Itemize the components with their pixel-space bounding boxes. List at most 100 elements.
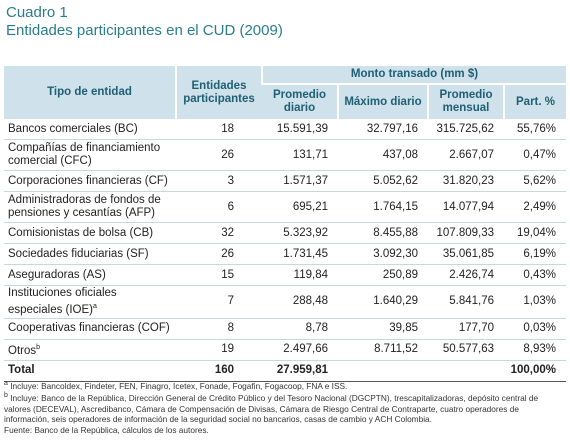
cell: 2.426,74 <box>428 264 504 286</box>
footnote-mark: a <box>93 303 97 310</box>
cell: 1.640,29 <box>338 285 428 319</box>
cell-text: 31.820,23 <box>442 174 494 187</box>
table-title: Entidades participantes en el CUD (2009) <box>6 22 283 39</box>
table-row: Instituciones oficiales especiales (IOE)… <box>4 285 566 319</box>
cell-text: 5.841,76 <box>449 295 494 308</box>
table-row: Aseguradoras (AS) 15 119,84 250,89 2.426,74 0… <box>4 264 566 286</box>
cell: 250,89 <box>338 264 428 286</box>
cell: 26 <box>176 243 262 265</box>
cell: Corporaciones financieras (CF) <box>4 170 176 192</box>
cell-text: 315.725,62 <box>436 122 494 135</box>
cell: 2.667,07 <box>428 139 504 171</box>
cell: 2.497,66 <box>262 339 338 361</box>
cell: 8.711,52 <box>338 339 428 361</box>
header: Tipo de entidad <box>4 66 176 119</box>
cell: 107.809,33 <box>428 222 504 244</box>
cell-text: Cooperativas financieras (COF) <box>8 322 170 335</box>
cell-text: 437,08 <box>382 148 418 161</box>
cell-text: 1.571,37 <box>283 174 328 187</box>
source: Fuente: Banco de la República, cálculos … <box>4 424 209 435</box>
cell-text: 3.092,30 <box>373 247 418 260</box>
cell: 15.591,39 <box>262 119 338 140</box>
cell <box>338 359 428 382</box>
cell: 5,62% <box>504 170 566 192</box>
footnote-mark: a <box>4 380 8 387</box>
cell: 0,03% <box>504 318 566 340</box>
cell: Administradoras de fondos de pensiones y… <box>4 191 176 223</box>
table-row: Otrosb 19 2.497,66 8.711,52 50.577,63 8,93% <box>4 339 566 361</box>
cell: 26 <box>176 139 262 171</box>
cell-text: 0,03% <box>523 322 556 335</box>
cell-text: 2.667,07 <box>449 148 494 161</box>
cell-text: 26 <box>221 148 234 161</box>
cell-text: 8,78 <box>305 322 328 335</box>
cell-text: 250,89 <box>382 268 418 281</box>
cell: Otrosb <box>4 339 176 361</box>
cell: 39,85 <box>338 318 428 340</box>
cell-text: 5.323,92 <box>283 226 328 239</box>
cell-text: Bancos comerciales (BC) <box>8 122 138 135</box>
cell-text: 2.426,74 <box>449 268 494 281</box>
cell-text: Instituciones oficiales especiales (IOE) <box>8 287 117 316</box>
cell: 100,00% <box>504 359 566 382</box>
cell-text: 1.764,15 <box>373 200 418 213</box>
cell: 19 <box>176 339 262 361</box>
cell-text: 39,85 <box>389 322 418 335</box>
cell-text: 5.052,62 <box>373 174 418 187</box>
cell: 5.052,62 <box>338 170 428 192</box>
cell-text: 5,62% <box>523 174 556 187</box>
table-row: Bancos comerciales (BC) 18 15.591,39 32.797… <box>4 119 566 140</box>
data-table: Tipo de entidad Entidades participantes … <box>4 66 566 382</box>
footnote: b Incluye: Banco de la República, Direcc… <box>4 391 566 424</box>
header-group: Monto transado (mm $) <box>261 66 566 85</box>
cell-text: 6 <box>227 200 234 213</box>
cell-text: 27.959,81 <box>276 364 328 377</box>
cell-text: Corporaciones financieras (CF) <box>8 174 168 187</box>
cell: 695,21 <box>262 191 338 223</box>
cell: 3.092,30 <box>338 243 428 265</box>
cell: 7 <box>176 285 262 319</box>
header-row: Tipo de entidad Entidades participantes … <box>4 66 566 119</box>
cell: 5.841,76 <box>428 285 504 319</box>
cell: 1.571,37 <box>262 170 338 192</box>
footnote-text: Incluye: Bancoldex, Findeter, FEN, Finag… <box>10 380 348 391</box>
cell-text: 100,00% <box>510 364 556 377</box>
table-head: Tipo de entidad Entidades participantes … <box>4 66 566 119</box>
cell-text: 1.640,29 <box>373 295 418 308</box>
cell-text: 1,03% <box>523 295 556 308</box>
footnote: a Incluye: Bancoldex, Findeter, FEN, Fin… <box>4 379 566 391</box>
cell-text: Total <box>8 364 35 377</box>
cell-text: 6,19% <box>523 247 556 260</box>
cell: Sociedades fiduciarias (SF) <box>4 243 176 265</box>
cell-text: 26 <box>221 247 234 260</box>
table-row: Sociedades fiduciarias (SF) 26 1.731,45 3.0… <box>4 243 566 265</box>
cell: 32.797,16 <box>338 119 428 140</box>
cell-text: 107.809,33 <box>436 226 494 239</box>
cell-text: 7 <box>227 295 234 308</box>
header: Promedio diario <box>262 84 338 119</box>
cell: 288,48 <box>262 285 338 319</box>
table-row: Cooperativas financieras (COF) 8 8,78 39,85… <box>4 318 566 340</box>
cell: 8.455,88 <box>338 222 428 244</box>
cell-text: Administradoras de fondos de pensiones y… <box>8 194 161 219</box>
cell: 50.577,63 <box>428 339 504 361</box>
cell: 0,43% <box>504 264 566 286</box>
cell-text: 2.497,66 <box>283 343 328 356</box>
cell: 0,47% <box>504 139 566 171</box>
cell: Comisionistas de bolsa (CB) <box>4 222 176 244</box>
cell: 35.061,85 <box>428 243 504 265</box>
header: Entidades participantes <box>175 66 262 119</box>
cell-text: 18 <box>221 122 234 135</box>
cell: 5.323,92 <box>262 222 338 244</box>
cell-text: 131,71 <box>292 148 328 161</box>
cell: 15 <box>176 264 262 286</box>
cell: 1.764,15 <box>338 191 428 223</box>
cell-text: 0,43% <box>523 268 556 281</box>
cell-text: 32 <box>221 226 234 239</box>
cell: 31.820,23 <box>428 170 504 192</box>
cell: 1,03% <box>504 285 566 319</box>
cell-text: 32.797,16 <box>366 122 418 135</box>
cell-text: 8 <box>227 322 234 335</box>
cell-text: 2,49% <box>523 200 556 213</box>
